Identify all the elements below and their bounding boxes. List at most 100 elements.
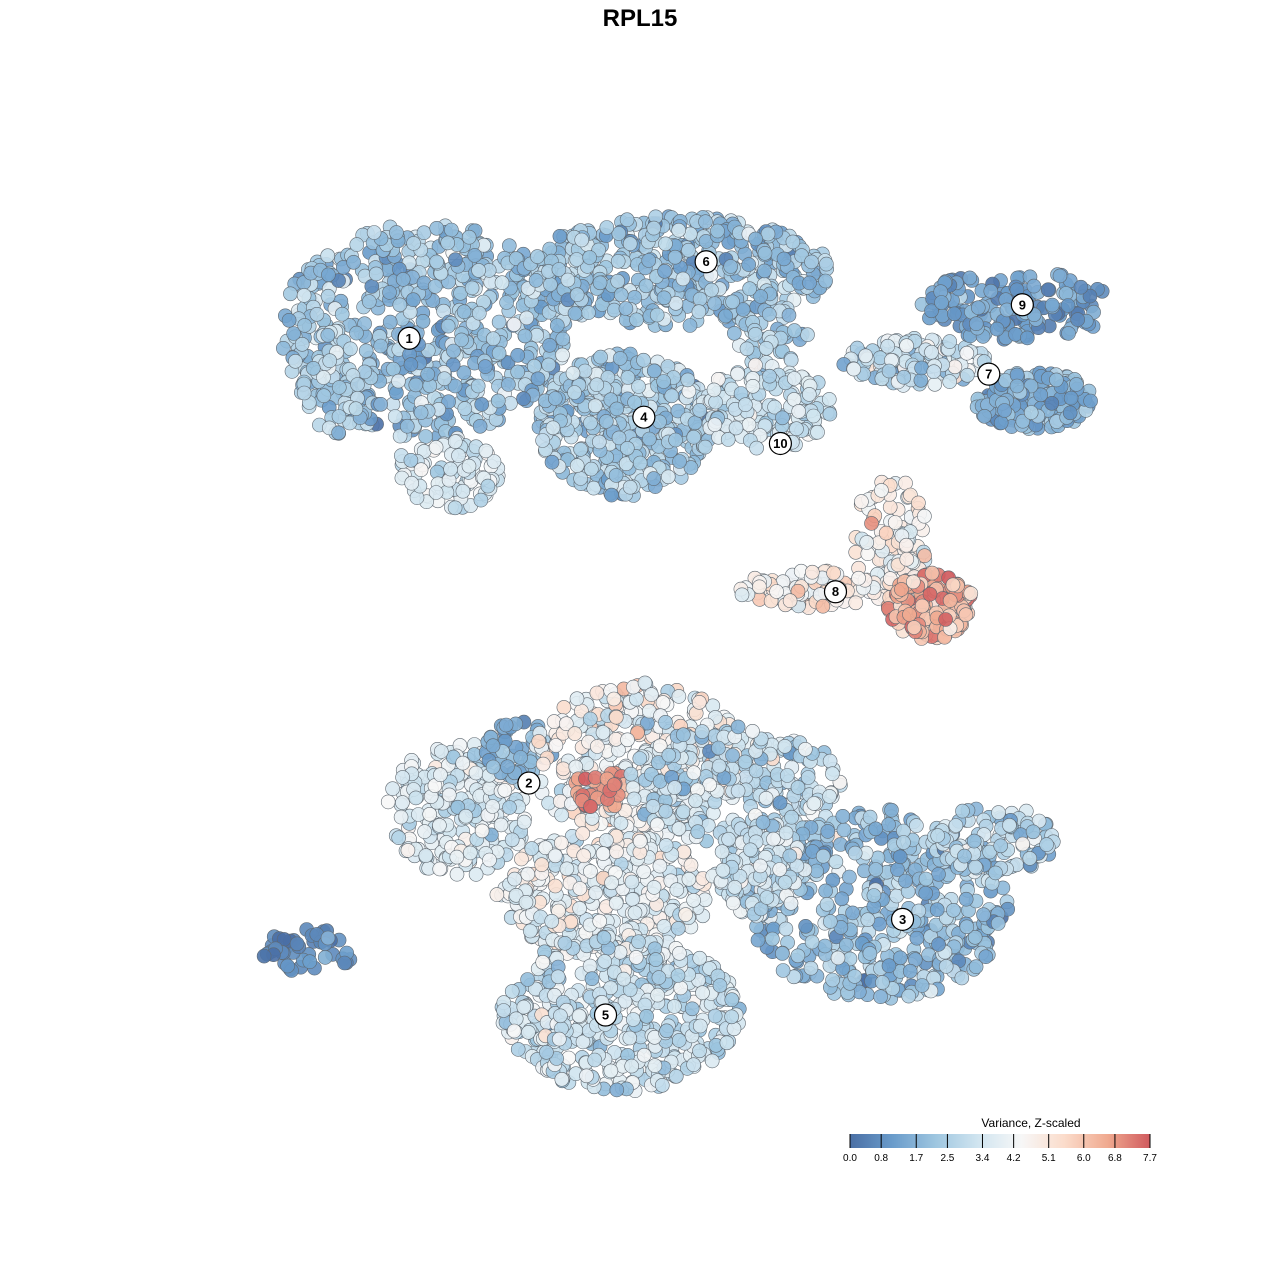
data-point: [990, 916, 1006, 931]
data-point: [320, 288, 336, 304]
data-point: [657, 263, 672, 279]
data-point: [822, 914, 838, 929]
data-point: [309, 306, 325, 322]
data-point: [834, 891, 850, 907]
data-point: [461, 458, 477, 474]
data-point: [678, 907, 693, 922]
data-point: [456, 365, 472, 381]
data-point: [899, 338, 914, 354]
data-point: [433, 744, 449, 759]
data-point: [521, 1025, 536, 1040]
data-point: [432, 861, 448, 877]
data-point: [694, 724, 710, 739]
data-point: [406, 236, 421, 251]
data-point: [622, 479, 638, 495]
data-point: [613, 287, 629, 303]
data-point: [631, 934, 646, 950]
data-point: [510, 1042, 526, 1057]
data-point: [413, 462, 429, 478]
data-point: [851, 570, 866, 586]
data-point: [758, 340, 774, 356]
data-point: [1044, 297, 1060, 313]
data-point: [656, 919, 672, 934]
data-point: [447, 500, 463, 516]
data-point: [500, 759, 515, 775]
data-point: [962, 270, 978, 286]
data-point: [909, 818, 924, 833]
data-point: [443, 461, 458, 477]
data-point: [922, 586, 938, 602]
data-point: [606, 777, 622, 793]
data-point: [625, 1012, 641, 1027]
data-point: [847, 845, 863, 861]
data-point: [609, 1082, 625, 1098]
data-point: [866, 888, 882, 903]
data-point: [349, 237, 365, 252]
data-point: [902, 607, 917, 622]
data-point: [541, 357, 557, 373]
data-point: [752, 579, 767, 595]
data-point: [275, 340, 291, 356]
data-point: [316, 370, 331, 385]
data-point: [738, 397, 753, 413]
data-point: [660, 469, 676, 485]
data-point: [748, 231, 763, 247]
data-point: [599, 220, 615, 235]
data-point: [695, 985, 710, 1001]
data-point: [589, 739, 605, 754]
data-point: [482, 852, 497, 868]
data-point: [497, 782, 513, 798]
data-point: [835, 808, 851, 824]
data-point: [686, 429, 702, 445]
data-point: [543, 277, 558, 292]
data-point: [739, 341, 755, 357]
data-point: [745, 723, 760, 739]
data-point: [408, 790, 424, 806]
data-point: [428, 440, 444, 455]
data-point: [596, 930, 612, 946]
data-point: [927, 376, 943, 392]
data-point: [901, 988, 917, 1004]
data-point: [389, 225, 404, 240]
data-point: [572, 901, 587, 916]
data-point: [565, 365, 581, 381]
data-point: [880, 338, 896, 354]
data-point: [334, 306, 350, 322]
data-point: [892, 950, 908, 966]
data-point: [645, 799, 661, 814]
data-point: [444, 222, 459, 238]
data-point: [977, 408, 992, 424]
data-point: [708, 394, 723, 410]
data-point: [506, 1023, 522, 1039]
data-point: [1020, 330, 1035, 346]
data-point: [528, 273, 544, 288]
data-point: [592, 275, 608, 291]
data-point: [690, 824, 706, 840]
data-point: [836, 822, 852, 838]
data-point: [875, 975, 890, 990]
data-point: [945, 577, 961, 593]
data-point: [576, 848, 592, 864]
data-point: [718, 308, 733, 324]
data-point: [548, 738, 564, 753]
data-point: [627, 395, 642, 410]
data-point: [1063, 390, 1079, 406]
data-point: [320, 327, 336, 343]
data-point: [357, 316, 372, 332]
data-point: [504, 984, 520, 999]
data-point: [638, 278, 654, 294]
data-point: [864, 516, 879, 531]
data-point: [648, 952, 664, 967]
data-point: [846, 361, 862, 377]
data-point: [544, 913, 560, 929]
data-point: [616, 971, 632, 987]
data-point: [348, 401, 364, 417]
data-point: [507, 871, 522, 887]
data-point: [420, 366, 436, 382]
data-point: [385, 781, 400, 797]
data-point: [622, 236, 638, 251]
data-point: [583, 461, 599, 477]
data-point: [784, 809, 799, 825]
data-point: [530, 249, 545, 264]
data-point: [826, 565, 841, 581]
